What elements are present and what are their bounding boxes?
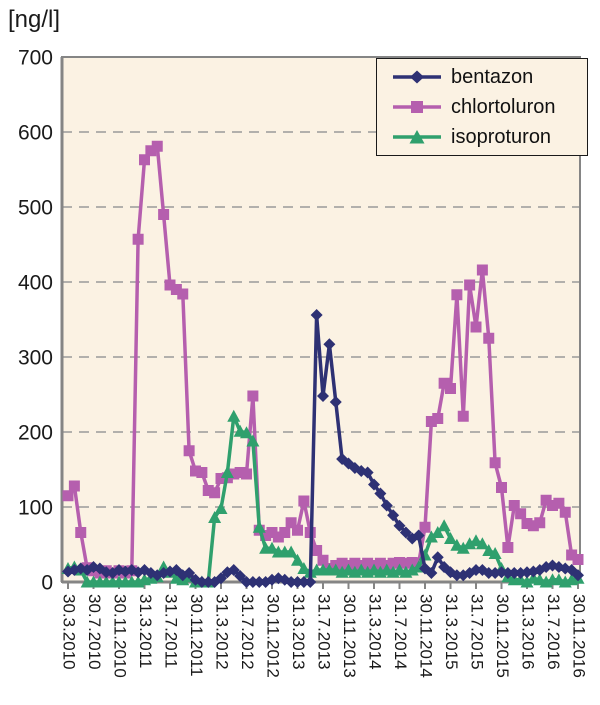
legend-item-bentazon: bentazon [391, 63, 587, 91]
triangle-marker-icon [393, 130, 441, 144]
x-tick-label-31.7.2014: 31.7.2014 [391, 594, 410, 670]
x-tick-label-30.11.2010: 30.11.2010 [111, 594, 130, 678]
x-tick-label-31.3.2012: 31.3.2012 [213, 594, 232, 670]
legend-label-isoproturon: isoproturon [451, 125, 552, 148]
x-tick-label-30.11.2011: 30.11.2011 [187, 594, 206, 677]
x-tick-label-31.3.2014: 31.3.2014 [366, 594, 385, 670]
series-markers-isoproturon [61, 409, 585, 588]
x-tick-label-31.7.2016: 31.7.2016 [544, 594, 563, 670]
legend-item-isoproturon: isoproturon [391, 123, 587, 151]
diamond-marker-icon [393, 70, 441, 84]
legend-label-bentazon: bentazon [451, 65, 534, 88]
y-tick-label-400: 400 [18, 272, 53, 295]
y-tick-label-300: 300 [18, 347, 53, 370]
y-tick-label-700: 700 [18, 47, 53, 70]
x-tick-label-30.7.2010: 30.7.2010 [85, 594, 104, 670]
legend: bentazon chlortoluron isoproturon [376, 58, 588, 156]
y-axis-unit-label: [ng/l] [8, 6, 61, 33]
x-tick-label-31.3.2013: 31.3.2013 [289, 594, 308, 670]
y-tick-label-600: 600 [18, 122, 53, 145]
x-tick-label-31.7.2013: 31.7.2013 [315, 594, 334, 670]
y-tick-label-100: 100 [18, 497, 53, 520]
x-tick-label-30.3.2010: 30.3.2010 [60, 594, 79, 670]
x-tick-label-30.11.2013: 30.11.2013 [340, 594, 359, 678]
x-tick-label-30.11.2016: 30.11.2016 [570, 594, 589, 678]
y-tick-label-200: 200 [18, 422, 53, 445]
x-tick-label-31.7.2015: 31.7.2015 [468, 594, 487, 670]
series-markers-chlortoluron [62, 140, 584, 579]
legend-item-chlortoluron: chlortoluron [391, 93, 587, 121]
x-tick-label-31.7.2011: 31.7.2011 [162, 594, 181, 668]
square-marker-icon [393, 101, 441, 113]
legend-label-chlortoluron: chlortoluron [451, 95, 556, 118]
x-tick-label-31.3.2011: 31.3.2011 [136, 594, 155, 668]
y-tick-label-0: 0 [41, 572, 53, 595]
x-tick-label-31.7.2012: 31.7.2012 [238, 594, 257, 670]
x-tick-label-30.11.2012: 30.11.2012 [264, 594, 283, 678]
x-tick-label-30.11.2014: 30.11.2014 [417, 594, 436, 678]
x-tick-label-31.3.2015: 31.3.2015 [442, 594, 461, 670]
x-tick-label-30.11.2015: 30.11.2015 [493, 594, 512, 678]
y-tick-label-500: 500 [18, 197, 53, 220]
x-tick-label-31.3.2016: 31.3.2016 [519, 594, 538, 670]
